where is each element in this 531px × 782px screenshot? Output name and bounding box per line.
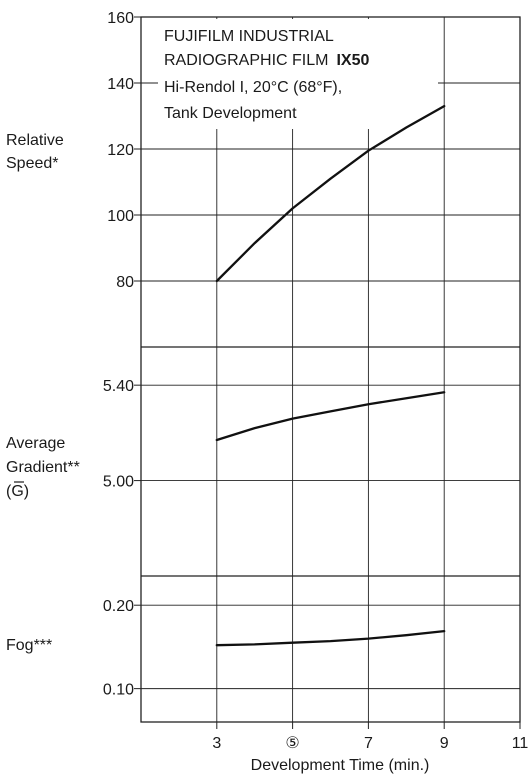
title-film-text: RADIOGRAPHIC FILM — [164, 52, 328, 69]
speed-ylabel-line-2: Speed* — [6, 155, 59, 172]
title-line-1: FUJIFILM INDUSTRIAL — [164, 28, 334, 45]
average-gradient-curve — [215, 391, 446, 442]
x-tick-label: 3 — [212, 735, 221, 752]
y-tick-label: 100 — [107, 208, 134, 225]
title-box — [158, 19, 438, 129]
y-tick-label: 0.10 — [103, 682, 134, 699]
y-ticks: 80 100 120 140 160 5.00 5.40 0.10 0.20 — [103, 10, 141, 699]
x-tick-label: 7 — [364, 735, 373, 752]
x-axis-label: Development Time (min.) — [251, 757, 430, 774]
gradient-ylabel-line-2: Gradient** — [6, 459, 80, 476]
gradient-ylabel-line-1: Average — [6, 435, 65, 452]
x-tick-labels: 3 ⑤ 7 9 11 — [212, 722, 528, 752]
y-tick-label: 5.40 — [103, 378, 134, 395]
y-tick-label: 140 — [107, 76, 134, 93]
x-tick-label: ⑤ — [285, 735, 299, 752]
fog-curve — [215, 629, 446, 647]
gradient-ylabel-line-3: (G) — [6, 483, 29, 500]
x-tick-label: 11 — [512, 735, 529, 752]
title-line-2: RADIOGRAPHIC FILM IX50 — [164, 52, 369, 69]
title-film-code: IX50 — [336, 52, 369, 69]
y-tick-label: 120 — [107, 142, 134, 159]
y-tick-label: 80 — [116, 274, 134, 291]
y-tick-label: 0.20 — [103, 598, 134, 615]
y-tick-label: 5.00 — [103, 474, 134, 491]
title-line-4: Tank Development — [164, 105, 297, 122]
speed-ylabel-line-1: Relative — [6, 132, 64, 149]
y-tick-label: 160 — [107, 10, 134, 27]
title-line-3: Hi-Rendol I, 20°C (68°F), — [164, 79, 342, 96]
grid-lines — [141, 16, 520, 722]
fog-ylabel: Fog*** — [6, 637, 52, 654]
x-tick-label: 9 — [440, 735, 449, 752]
relative-speed-curve — [215, 104, 446, 283]
data-curves — [215, 104, 446, 647]
